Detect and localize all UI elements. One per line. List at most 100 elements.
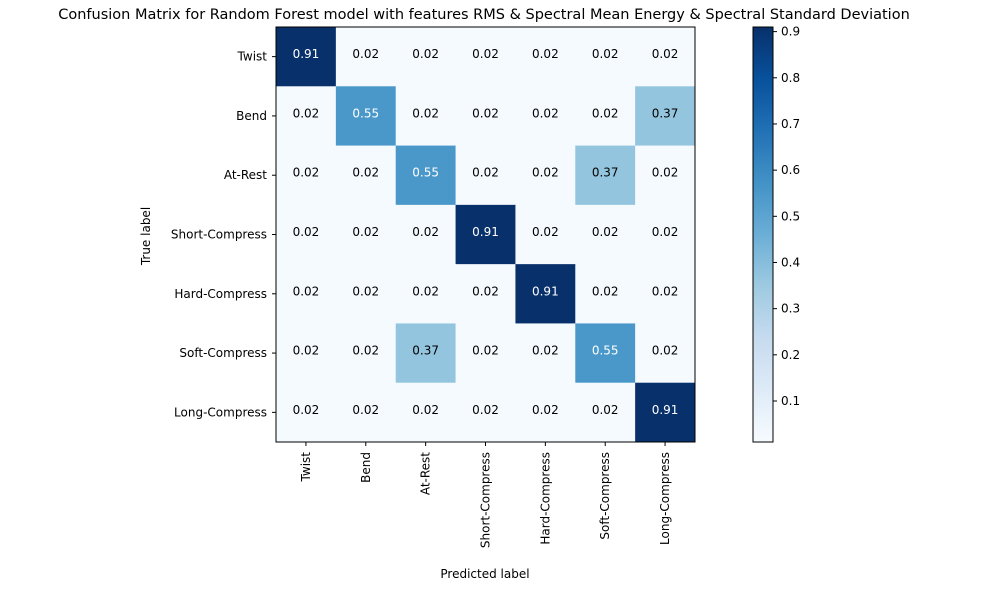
heatmap-cell-label-r4-c2: 0.02 [412,284,439,298]
y-tick-label-3: Short-Compress [171,228,267,242]
colorbar-tick-label-1: 0.2 [781,348,800,362]
heatmap-cell-label-r6-c5: 0.02 [592,403,619,417]
x-tick-label-2: At-Rest [419,452,433,495]
heatmap-cell-label-r0-c0: 0.91 [293,47,320,61]
y-tick-label-2: At-Rest [224,168,267,182]
heatmap-cell-r2-c2 [395,145,457,206]
heatmap-cell-r6-c1 [335,382,397,443]
colorbar-tick-label-4: 0.5 [781,209,800,223]
x-tick-label-6: Long-Compress [658,452,672,545]
heatmap-cell-label-r4-c3: 0.02 [472,284,499,298]
heatmap-cell-r3-c3 [455,204,516,265]
heatmap-cell-label-r2-c1: 0.02 [352,166,379,180]
heatmap-cell-r4-c3 [455,264,516,324]
heatmap-cells [276,27,696,443]
heatmap-cell-label-r1-c6: 0.37 [652,106,679,120]
colorbar-ticks: 0.1 0.2 0.3 0.4 0.5 0.6 0.7 0.8 0.9 [773,25,800,408]
heatmap-cell-r6-c3 [455,382,516,443]
heatmap-cell-label-r6-c4: 0.02 [532,403,559,417]
heatmap-cell-r3-c0 [276,204,337,265]
y-tick-label-0: Twist [237,50,268,64]
heatmap-cell-r3-c6 [635,204,696,265]
colorbar-tick-label-5: 0.6 [781,163,800,177]
heatmap-cell-label-r4-c0: 0.02 [293,284,320,298]
heatmap-cell-label-r3-c1: 0.02 [352,225,379,239]
x-tick-label-3: Short-Compress [479,452,493,548]
heatmap-cell-r5-c6 [635,323,696,384]
heatmap-cell-r1-c3 [455,86,516,147]
heatmap-cell-labels: 0.91 0.02 0.02 0.02 0.02 0.02 0.02 0.02 0.55 0.02… [293,47,679,417]
heatmap-cell-label-r5-c2: 0.37 [412,344,439,358]
heatmap-cell-r0-c5 [575,27,636,87]
heatmap-cell-r4-c6 [635,264,696,324]
colorbar-tick-label-7: 0.8 [781,71,800,85]
y-tick-label-5: Soft-Compress [179,346,267,360]
heatmap-cell-r0-c2 [395,27,457,87]
heatmap-cell-label-r1-c3: 0.02 [472,106,499,120]
heatmap-cell-r0-c1 [335,27,397,87]
heatmap-cell-label-r2-c6: 0.02 [652,166,679,180]
heatmap-cell-label-r3-c6: 0.02 [652,225,679,239]
heatmap-cell-label-r2-c4: 0.02 [532,166,559,180]
colorbar [752,26,774,443]
heatmap-cell-r6-c5 [575,382,636,443]
heatmap-cell-r1-c2 [395,86,457,147]
heatmap-cell-r1-c1 [335,86,397,147]
heatmap-cell-r0-c0 [276,27,337,87]
colorbar-tick-label-3: 0.4 [781,255,800,269]
heatmap-cell-r5-c2 [395,323,457,384]
heatmap-cell-r1-c0 [276,86,337,147]
heatmap-cell-label-r6-c2: 0.02 [412,403,439,417]
x-axis-ticks: Twist Bend At-Rest Short-Compress Hard-Compr… [299,442,672,548]
heatmap-cell-r3-c1 [335,204,397,265]
heatmap-cell-label-r0-c4: 0.02 [532,47,559,61]
heatmap-cell-label-r1-c4: 0.02 [532,106,559,120]
heatmap-cell-label-r6-c0: 0.02 [293,403,320,417]
chart-title: Confusion Matrix for Random Forest model… [58,7,910,23]
heatmap-cell-label-r6-c6: 0.91 [652,403,679,417]
x-axis-label: Predicted label [440,567,529,581]
colorbar-tick-label-8: 0.9 [781,25,800,39]
heatmap-cell-label-r5-c4: 0.02 [532,344,559,358]
heatmap-cell-label-r3-c0: 0.02 [293,225,320,239]
heatmap-cell-label-r2-c5: 0.37 [592,166,619,180]
y-tick-label-1: Bend [236,109,267,123]
x-tick-label-5: Soft-Compress [598,452,612,540]
y-axis-ticks: Twist Bend At-Rest Short-Compress Hard-Compr… [171,50,276,419]
heatmap-cell-r6-c2 [395,382,457,443]
heatmap-cell-label-r3-c2: 0.02 [412,225,439,239]
heatmap-cell-label-r2-c0: 0.02 [293,166,320,180]
heatmap-cell-label-r6-c3: 0.02 [472,403,499,417]
heatmap-cell-label-r4-c6: 0.02 [652,284,679,298]
heatmap-cell-r1-c5 [575,86,636,147]
heatmap-cell-label-r2-c3: 0.02 [472,166,499,180]
x-tick-label-4: Hard-Compress [538,452,552,545]
heatmap-cell-r4-c5 [575,264,636,324]
heatmap-cell-r4-c4 [515,264,576,324]
heatmap-cell-r5-c0 [276,323,337,384]
heatmap-cell-label-r0-c2: 0.02 [412,47,439,61]
heatmap-cell-r6-c6 [635,382,696,443]
x-tick-label-1: Bend [359,452,373,483]
heatmap-cell-label-r3-c3: 0.91 [472,225,499,239]
heatmap-cell-r1-c4 [515,86,576,147]
heatmap-cell-label-r4-c1: 0.02 [352,284,379,298]
heatmap-cell-r2-c0 [276,145,337,206]
heatmap-cell-r5-c3 [455,323,516,384]
heatmap-cell-r1-c6 [635,86,696,147]
heatmap-cell-r4-c2 [395,264,457,324]
heatmap-cell-label-r4-c5: 0.02 [592,284,619,298]
heatmap-cell-r3-c4 [515,204,576,265]
heatmap-cell-label-r4-c4: 0.91 [532,284,559,298]
heatmap-cell-label-r0-c1: 0.02 [352,47,379,61]
x-tick-label-0: Twist [299,452,313,483]
heatmap-cell-r0-c6 [635,27,696,87]
heatmap-cell-label-r0-c5: 0.02 [592,47,619,61]
heatmap-cell-r5-c5 [575,323,636,384]
heatmap-cell-r6-c0 [276,382,337,443]
heatmap-cell-label-r5-c0: 0.02 [293,344,320,358]
heatmap-cell-r2-c5 [575,145,636,206]
heatmap-cell-label-r3-c4: 0.02 [532,225,559,239]
